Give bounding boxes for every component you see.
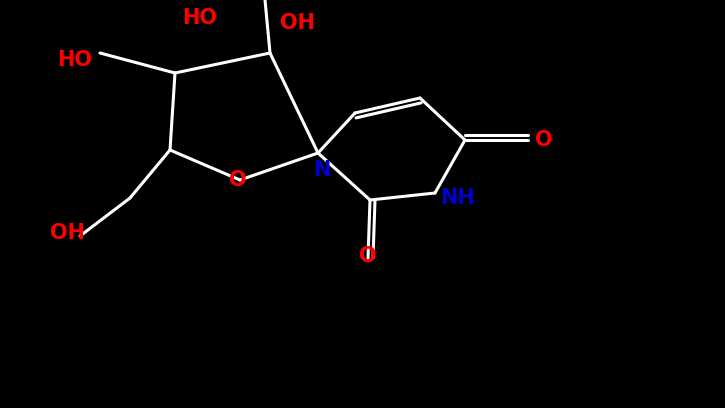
Text: OH: OH — [281, 13, 315, 33]
Text: HO: HO — [183, 8, 217, 28]
Text: N: N — [313, 160, 331, 180]
Text: NH: NH — [440, 188, 475, 208]
Text: OH: OH — [50, 223, 85, 243]
Text: HO: HO — [57, 50, 92, 70]
Text: O: O — [359, 246, 377, 266]
Text: O: O — [535, 130, 552, 150]
Text: O: O — [229, 170, 246, 190]
